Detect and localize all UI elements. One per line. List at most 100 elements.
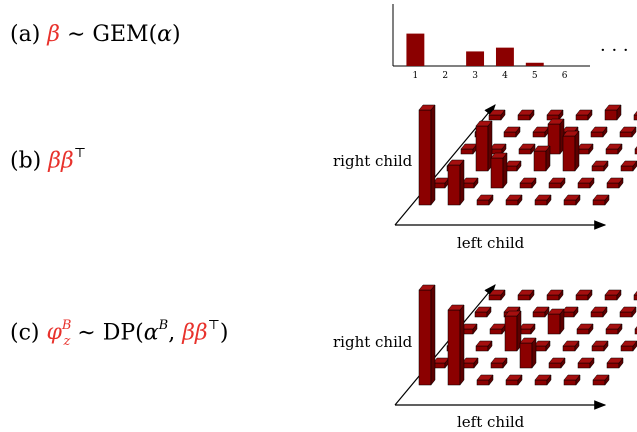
grid-bar-top [591, 340, 609, 347]
grid-bar [518, 148, 532, 155]
row-b-label: (b) ββ⊤ [10, 146, 86, 173]
grid-c-3d-bars [394, 284, 637, 410]
row-a-beta: β [47, 22, 60, 47]
grid-bar-side [574, 130, 580, 172]
grid-bar [476, 199, 490, 206]
grid-bar-side [560, 357, 566, 369]
grid-bar-top [460, 143, 478, 150]
grid-bar-side [545, 145, 551, 172]
grid-bar-top [561, 306, 579, 313]
grid-bar [447, 309, 461, 386]
grid-bar-side [529, 109, 535, 121]
grid-bar-side [487, 120, 493, 172]
grid-bar-side [500, 289, 506, 301]
grid-bar [488, 294, 502, 301]
grid-bar-side [545, 340, 551, 352]
grid-bar [533, 150, 547, 172]
grid-bar-top [533, 340, 551, 347]
grid-bar-top [620, 340, 637, 347]
grid-bar-top [592, 194, 610, 201]
grid-bar-side [604, 374, 610, 386]
grid-bar [517, 114, 531, 121]
row-c-transpose: ⊤ [207, 318, 220, 333]
grid-bar-top [619, 306, 637, 313]
grid-bar [504, 315, 518, 352]
grid-bar-side [459, 159, 465, 206]
grid-bar-top [418, 284, 436, 291]
row-a-prefix: (a) [10, 22, 48, 47]
grid-bar [604, 294, 618, 301]
grid-bar [518, 328, 532, 335]
grid-bar [474, 131, 488, 138]
grid-bar [619, 131, 633, 138]
bar-tick-label: 2 [442, 71, 448, 81]
grid-bar-side [559, 118, 565, 155]
grid-bar-side [517, 374, 523, 386]
grid-bar-side [618, 357, 624, 369]
grid-bar [490, 362, 504, 369]
grid-bar [548, 362, 562, 369]
grid-bar-side [444, 357, 450, 369]
grid-bar-top [591, 160, 609, 167]
grid-bar-side [530, 143, 536, 155]
grid-bar-side [501, 323, 507, 335]
row-a-close: ) [172, 22, 181, 47]
grid-bar [562, 135, 576, 172]
grid-bar [476, 379, 490, 386]
grid-bar-top [548, 357, 566, 364]
grid-bar-top [604, 104, 622, 111]
grid-bar-side [573, 306, 579, 318]
grid-bar-side [560, 177, 566, 189]
grid-bar-side [459, 304, 465, 386]
row-b-transpose: ⊤ [73, 146, 86, 161]
row-c-dp: ∼ DP( [70, 320, 144, 346]
grid-bar-top [447, 304, 465, 311]
grid-bar-top [619, 126, 637, 133]
grid-bar-top [592, 374, 610, 381]
grid-bar-side [616, 104, 622, 121]
grid-bar-top [476, 374, 494, 381]
bar-tick-label: 5 [532, 71, 538, 81]
grid-bar [546, 294, 560, 301]
grid-bar-side [604, 194, 610, 206]
grid-bar-top [562, 130, 580, 137]
grid-bar [575, 294, 589, 301]
grid-bar-side [603, 160, 609, 172]
grid-bar-side [632, 340, 637, 352]
grid-bar-top [576, 143, 594, 150]
grid-bar-top [461, 357, 479, 364]
grid-bar [575, 114, 589, 121]
grid-bar-side [515, 126, 521, 138]
grid-bar-top [575, 289, 593, 296]
grid-bar [519, 182, 533, 189]
grid-bar-top [605, 143, 623, 150]
grid-bar-top [563, 374, 581, 381]
grid-bar-side [617, 143, 623, 155]
grid-bar [474, 311, 488, 318]
grid-bar-top [517, 109, 535, 116]
grid-bar-side [531, 337, 537, 369]
grid-bar-side [602, 126, 608, 138]
row-c-alpha: α [143, 320, 159, 346]
grid-bar [534, 379, 548, 386]
gem-bar [495, 47, 514, 66]
grid-b-right-child-label: right child [333, 152, 413, 170]
grid-bar [489, 148, 503, 155]
grid-bar [562, 345, 576, 352]
grid-bar-top [532, 306, 550, 313]
grid-bar-side [487, 340, 493, 352]
grid-bar-top [474, 126, 492, 133]
grid-bar-side [458, 160, 464, 172]
grid-bar [503, 311, 517, 318]
grid-bar-side [516, 310, 522, 352]
grid-bar-side [574, 340, 580, 352]
grid-bar [432, 362, 446, 369]
bar-tick-label: 3 [472, 71, 478, 81]
grid-bar-side [558, 109, 564, 121]
grid-bar [620, 345, 634, 352]
grid-bar-top [461, 177, 479, 184]
grid-bar-top [561, 126, 579, 133]
grid-bar [546, 114, 560, 121]
grid-bar-side [544, 306, 550, 318]
